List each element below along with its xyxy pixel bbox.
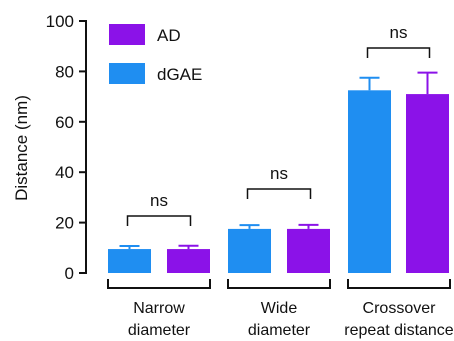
bar-dgae-0 xyxy=(108,249,151,273)
y-tick-label: 80 xyxy=(55,62,74,81)
category-bracket xyxy=(107,279,211,289)
significance-brackets: ns ns ns xyxy=(126,23,431,226)
legend: AD dGAE xyxy=(109,24,202,84)
bar-ad-2 xyxy=(406,94,449,273)
category-label-line2: diameter xyxy=(248,322,311,339)
y-axis-title: Distance (nm) xyxy=(12,95,31,201)
y-tick-label: 40 xyxy=(55,163,74,182)
bars xyxy=(108,71,449,273)
category-bracket xyxy=(347,279,451,289)
bar-dgae-2 xyxy=(348,90,391,273)
significance-label: ns xyxy=(390,23,408,42)
category-bracket xyxy=(227,279,331,289)
significance-label: ns xyxy=(150,191,168,210)
legend-label-dgae: dGAE xyxy=(157,65,202,84)
legend-label-ad: AD xyxy=(157,26,181,45)
y-tick-label: 20 xyxy=(55,214,74,233)
category-label-line2: repeat distance xyxy=(344,322,454,339)
category-label-line1: Narrow xyxy=(133,300,185,317)
category-label-line2: diameter xyxy=(128,322,191,339)
category-label-line1: Wide xyxy=(261,300,298,317)
category-label-line1: Crossover xyxy=(363,300,437,317)
significance-bracket xyxy=(246,188,312,199)
significance-bracket xyxy=(126,215,192,226)
significance-bracket xyxy=(366,47,431,58)
y-axis: 0 20 40 60 80 100 xyxy=(46,12,87,283)
bar-ad-1 xyxy=(287,228,330,273)
y-tick-label: 0 xyxy=(65,264,74,283)
bar-dgae-1 xyxy=(228,228,271,273)
legend-swatch-dgae xyxy=(109,63,145,84)
bar-ad-0 xyxy=(167,249,210,273)
y-tick-label: 60 xyxy=(55,113,74,132)
significance-label: ns xyxy=(270,164,288,183)
y-tick-label: 100 xyxy=(46,12,74,31)
category-axis: Narrow diameter Wide diameter Crossover repea… xyxy=(107,279,454,339)
legend-swatch-ad xyxy=(109,24,145,45)
